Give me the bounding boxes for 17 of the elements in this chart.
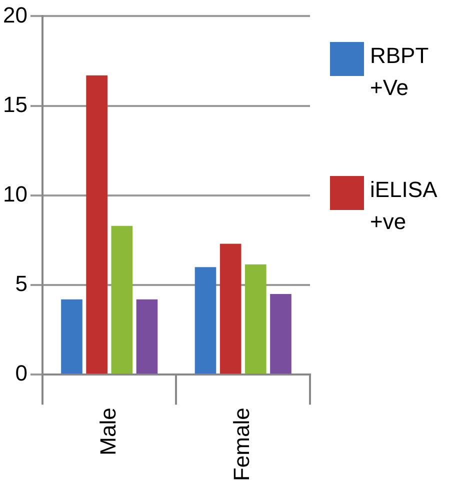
- bar: [245, 264, 266, 374]
- bar: [61, 299, 82, 374]
- bar: [136, 299, 158, 374]
- bar: [194, 267, 216, 374]
- x-tick-label: Male: [95, 408, 120, 456]
- bar: [111, 226, 133, 374]
- y-tick-label: 15: [2, 92, 28, 117]
- y-tick-label: 5: [15, 271, 28, 296]
- x-tick-label: Female: [229, 408, 254, 481]
- legend-label: RBPT +Ve: [370, 42, 430, 102]
- legend-label: iELISA +ve: [370, 176, 438, 236]
- bar: [220, 244, 242, 374]
- bar: [270, 294, 292, 374]
- y-tick-label: 10: [2, 181, 28, 206]
- bar: [86, 75, 108, 374]
- y-tick-label: 0: [15, 360, 28, 386]
- y-tick-label: 20: [2, 2, 28, 28]
